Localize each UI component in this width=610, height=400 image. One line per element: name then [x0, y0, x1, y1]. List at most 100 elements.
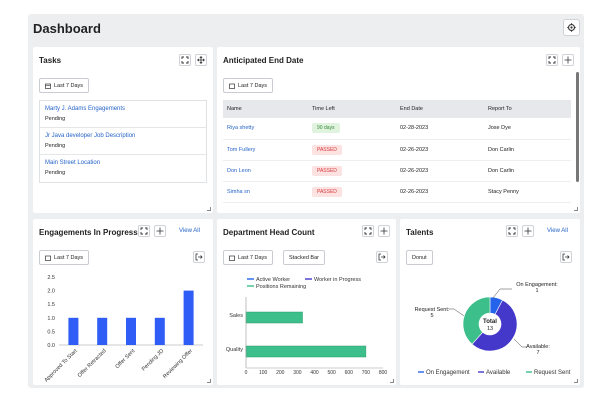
- card-title: Talents: [406, 228, 434, 237]
- expand-button[interactable]: [362, 225, 374, 237]
- list-item[interactable]: Marty J. Adams Engagements Pending: [40, 101, 206, 128]
- column-header[interactable]: Report To: [484, 100, 571, 118]
- end-date-table: Name Time Left End Date Report To Riya s…: [223, 100, 571, 203]
- expand-icon: [140, 227, 148, 235]
- calendar-icon: [45, 255, 51, 261]
- expand-button[interactable]: [546, 54, 558, 66]
- slice-label: Request Sent:: [415, 307, 450, 313]
- move-button[interactable]: [195, 54, 207, 66]
- end-date-card: Anticipated End Date Last 7 Days Name Ti…: [217, 47, 580, 213]
- column-header[interactable]: End Date: [396, 100, 484, 118]
- column-header[interactable]: Name: [223, 100, 308, 118]
- table-row[interactable]: Simha sn PASSED 02-26-2023 Stacy Penny: [223, 181, 571, 203]
- slice-value: 7: [536, 350, 539, 356]
- x-tick-label: 400: [310, 370, 319, 376]
- time-left-badge: PASSED: [312, 186, 342, 197]
- employee-name-link[interactable]: Simha sn: [223, 181, 308, 203]
- legend-label: Positions Remaining: [256, 284, 306, 290]
- pie-slice: [471, 299, 518, 352]
- date-filter-button[interactable]: Last 7 Days: [223, 78, 274, 93]
- move-icon: [380, 227, 388, 235]
- expand-icon: [548, 56, 556, 64]
- bar-segment: [245, 345, 367, 358]
- employee-name-link[interactable]: Don Leon: [223, 160, 308, 182]
- time-left-badge: PASSED: [312, 165, 342, 176]
- date-filter-button[interactable]: Last 7 Days: [223, 250, 274, 265]
- move-button[interactable]: [154, 225, 166, 237]
- table-row[interactable]: Riya shetty 90 days 02-28-2023 Jose Dye: [223, 118, 571, 140]
- date-filter-button[interactable]: Last 7 Days: [39, 250, 90, 265]
- slice-label: Available:: [526, 344, 550, 350]
- card-title: Engagements In Progress: [39, 228, 138, 237]
- employee-name-link[interactable]: Tom Fullery: [223, 139, 308, 161]
- pie-slice: [462, 296, 491, 345]
- bar: [154, 317, 165, 345]
- end-date-cell: 02-26-2023: [396, 181, 484, 203]
- view-all-link[interactable]: View All: [547, 228, 568, 234]
- move-icon: [156, 227, 164, 235]
- bar: [68, 317, 79, 345]
- export-icon: [378, 253, 386, 261]
- table-row[interactable]: Don Leon PASSED 02-26-2023 Don Carlin: [223, 160, 571, 182]
- chart-mode-button[interactable]: Donut: [406, 250, 433, 265]
- list-item[interactable]: Jr Java developer Job Description Pending: [40, 128, 206, 155]
- slice-label: On Engagement:: [516, 282, 558, 288]
- date-filter-button[interactable]: Last 7 Days: [39, 78, 90, 93]
- time-left-badge: 90 days: [312, 123, 340, 134]
- y-tick-label: 2.5: [47, 275, 55, 281]
- export-button[interactable]: [193, 251, 205, 263]
- card-title: Tasks: [39, 56, 62, 65]
- settings-button[interactable]: [563, 19, 580, 36]
- expand-icon: [364, 227, 372, 235]
- export-button[interactable]: [560, 251, 572, 263]
- end-date-cell: 02-28-2023: [396, 118, 484, 140]
- date-filter-label: Last 7 Days: [54, 254, 84, 261]
- task-name[interactable]: Marty J. Adams Engagements: [45, 106, 126, 112]
- report-to-cell: Stacy Penny: [484, 181, 571, 203]
- move-button[interactable]: [562, 54, 574, 66]
- calendar-icon: [45, 83, 51, 89]
- resize-handle[interactable]: [574, 379, 578, 383]
- bar: [183, 290, 194, 345]
- table-row[interactable]: Tom Fullery PASSED 02-26-2023 Don Carlin: [223, 139, 571, 161]
- scrollbar[interactable]: [576, 72, 579, 182]
- engagements-card: Engagements In Progress View All Last 7 …: [33, 219, 213, 385]
- annotation-line: [492, 288, 512, 299]
- annotation-line: [449, 308, 465, 317]
- move-button[interactable]: [378, 225, 390, 237]
- view-all-link[interactable]: View All: [179, 228, 200, 234]
- legend-label: On Engagement: [426, 370, 470, 376]
- x-tick-label: 300: [293, 370, 302, 376]
- expand-button[interactable]: [138, 225, 150, 237]
- bar-segment: [245, 311, 303, 324]
- report-to-cell: Jose Dye: [484, 118, 571, 140]
- dept-headcount-card: Department Head Count Last 7 Days Stacke…: [217, 219, 396, 385]
- dept-stacked-bar-chart: Active Worker Worker in Progress Positions…: [226, 277, 388, 376]
- move-button[interactable]: [522, 225, 534, 237]
- legend-label: Available: [486, 370, 511, 376]
- resize-handle[interactable]: [207, 207, 211, 211]
- expand-button[interactable]: [179, 54, 191, 66]
- list-item[interactable]: Main Street Location Pending: [40, 155, 206, 182]
- calendar-icon: [229, 83, 235, 89]
- expand-button[interactable]: [506, 225, 518, 237]
- resize-handle[interactable]: [574, 207, 578, 211]
- task-status: Pending: [45, 170, 66, 176]
- column-header[interactable]: Time Left: [308, 100, 396, 118]
- export-button[interactable]: [376, 251, 388, 263]
- x-tick-label: 200: [276, 370, 285, 376]
- export-icon: [562, 253, 570, 261]
- resize-handle[interactable]: [390, 379, 394, 383]
- y-tick-label: 0.5: [47, 329, 55, 335]
- date-filter-label: Last 7 Days: [54, 82, 84, 89]
- table-header: Name Time Left End Date Report To: [223, 100, 571, 118]
- x-tick-label: 600: [345, 370, 354, 376]
- y-tick-label: 1.0: [47, 316, 55, 322]
- employee-name-link[interactable]: Riya shetty: [223, 118, 308, 140]
- chart-mode-label: Stacked Bar: [289, 254, 319, 261]
- chart-mode-button[interactable]: Stacked Bar: [283, 250, 325, 265]
- legend-label: Active Worker: [256, 277, 290, 283]
- task-name[interactable]: Main Street Location: [45, 160, 101, 166]
- resize-handle[interactable]: [207, 379, 211, 383]
- task-name[interactable]: Jr Java developer Job Description: [45, 133, 136, 139]
